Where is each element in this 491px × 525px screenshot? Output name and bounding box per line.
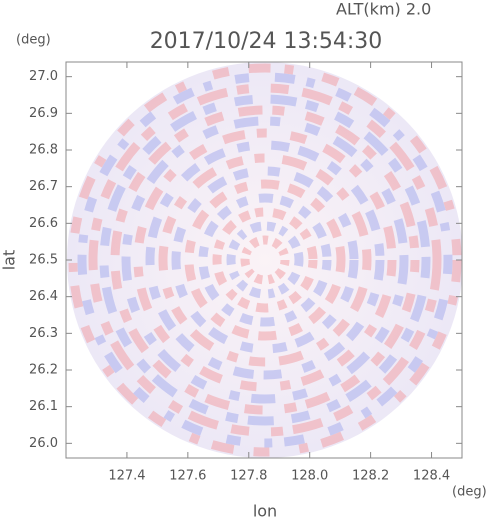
y-tick-label: 26.8 (29, 143, 58, 158)
y-tick-label: 26.4 (29, 289, 58, 304)
y-unit: (deg) (16, 33, 51, 48)
radar-field (67, 62, 462, 458)
chart-title: 2017/10/24 13:54:30 (150, 29, 383, 54)
y-tick-label: 26.6 (29, 216, 58, 231)
x-tick-label: 127.4 (108, 469, 145, 484)
x-tick-label: 127.6 (169, 469, 206, 484)
y-tick-label: 26.2 (29, 363, 58, 378)
y-tick-label: 26.7 (29, 179, 58, 194)
x-tick-label: 127.8 (230, 469, 267, 484)
y-tick-label: 26.9 (29, 106, 58, 121)
y-tick-label: 26.3 (29, 326, 58, 341)
x-axis-label: lon (253, 502, 277, 521)
y-tick-label: 26.1 (29, 399, 58, 414)
x-tick-label: 128.2 (352, 469, 389, 484)
y-axis-label: lat (0, 250, 19, 271)
subtitle: ALT(km) 2.0 (336, 0, 431, 19)
x-tick-label: 128.0 (291, 469, 328, 484)
y-tick-label: 26.0 (29, 436, 58, 451)
x-unit: (deg) (452, 485, 487, 500)
x-tick-label: 128.4 (413, 469, 450, 484)
y-tick-label: 26.5 (29, 253, 58, 268)
y-tick-label: 27.0 (29, 69, 58, 84)
